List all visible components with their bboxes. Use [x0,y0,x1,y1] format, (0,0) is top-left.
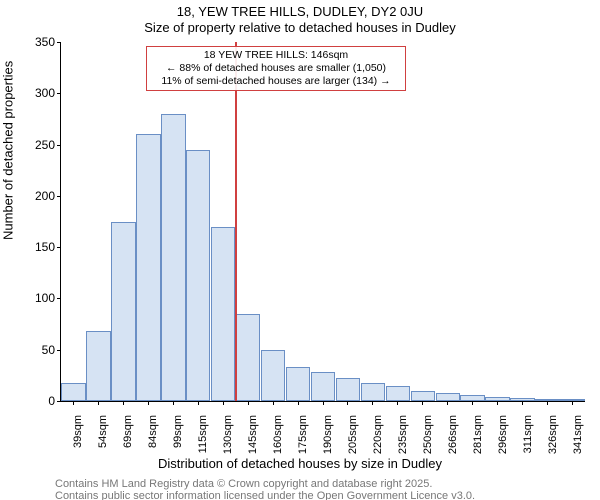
histogram-bar [386,386,410,401]
xtick-mark [347,401,348,405]
xtick-label: 281sqm [472,415,484,465]
xtick-label: 54sqm [97,415,109,465]
xtick-mark [397,401,398,405]
xtick-label: 190sqm [322,415,334,465]
histogram-bar [286,367,310,401]
xtick-mark [522,401,523,405]
histogram-bar [236,314,260,401]
xtick-label: 250sqm [422,415,434,465]
ytick-label: 200 [0,189,55,203]
xtick-label: 266sqm [447,415,459,465]
histogram-bar [336,378,360,401]
histogram-bar [361,383,385,401]
xtick-label: 160sqm [272,415,284,465]
xtick-mark [273,401,274,405]
annotation-line: 11% of semi-detached houses are larger (… [151,75,401,88]
ytick-mark [57,93,61,94]
histogram-bar [261,350,285,401]
histogram-bar [86,331,110,401]
xtick-label: 311sqm [522,415,534,465]
annotation-line: ← 88% of detached houses are smaller (1,… [151,62,401,75]
xtick-mark [173,401,174,405]
ytick-mark [57,350,61,351]
ytick-mark [57,298,61,299]
xtick-mark [198,401,199,405]
xtick-label: 220sqm [372,415,384,465]
ytick-label: 250 [0,138,55,152]
ytick-mark [57,401,61,402]
xtick-label: 69sqm [122,415,134,465]
ytick-mark [57,145,61,146]
xtick-mark [572,401,573,405]
reference-line [235,42,237,401]
annotation-box: 18 YEW TREE HILLS: 146sqm← 88% of detach… [146,46,406,91]
ytick-mark [57,196,61,197]
histogram-plot: 18 YEW TREE HILLS: 146sqm← 88% of detach… [60,42,585,402]
footer-line-1: Contains HM Land Registry data © Crown c… [55,478,432,490]
ytick-label: 50 [0,343,55,357]
xtick-label: 130sqm [222,415,234,465]
xtick-mark [248,401,249,405]
xtick-label: 84sqm [147,415,159,465]
xtick-label: 175sqm [297,415,309,465]
xtick-mark [98,401,99,405]
xtick-mark [547,401,548,405]
xtick-mark [123,401,124,405]
ytick-label: 100 [0,291,55,305]
xtick-label: 145sqm [247,415,259,465]
xtick-mark [73,401,74,405]
ytick-label: 300 [0,86,55,100]
histogram-bar [186,150,210,401]
title-sub: Size of property relative to detached ho… [0,20,600,35]
xtick-mark [497,401,498,405]
ytick-label: 150 [0,240,55,254]
xtick-mark [447,401,448,405]
histogram-bar [311,372,335,401]
histogram-bar [161,114,185,401]
xtick-mark [422,401,423,405]
xtick-label: 235sqm [397,415,409,465]
xtick-mark [148,401,149,405]
ytick-label: 350 [0,35,55,49]
xtick-mark [223,401,224,405]
xtick-label: 39sqm [72,415,84,465]
histogram-bar [136,134,160,401]
ytick-label: 0 [0,394,55,408]
histogram-bar [436,393,460,401]
xtick-label: 326sqm [547,415,559,465]
histogram-bar [111,222,135,402]
title-main: 18, YEW TREE HILLS, DUDLEY, DY2 0JU [0,4,600,19]
xtick-mark [298,401,299,405]
xtick-label: 115sqm [197,415,209,465]
xtick-label: 296sqm [497,415,509,465]
ytick-mark [57,42,61,43]
xtick-label: 341sqm [572,415,584,465]
histogram-bar [211,227,235,401]
xtick-label: 205sqm [347,415,359,465]
histogram-bar [411,391,435,401]
xtick-mark [323,401,324,405]
xtick-mark [472,401,473,405]
footer-line-2: Contains public sector information licen… [55,490,475,500]
histogram-bar [61,383,85,401]
ytick-mark [57,247,61,248]
xtick-mark [372,401,373,405]
xtick-label: 99sqm [172,415,184,465]
annotation-line: 18 YEW TREE HILLS: 146sqm [151,49,401,62]
